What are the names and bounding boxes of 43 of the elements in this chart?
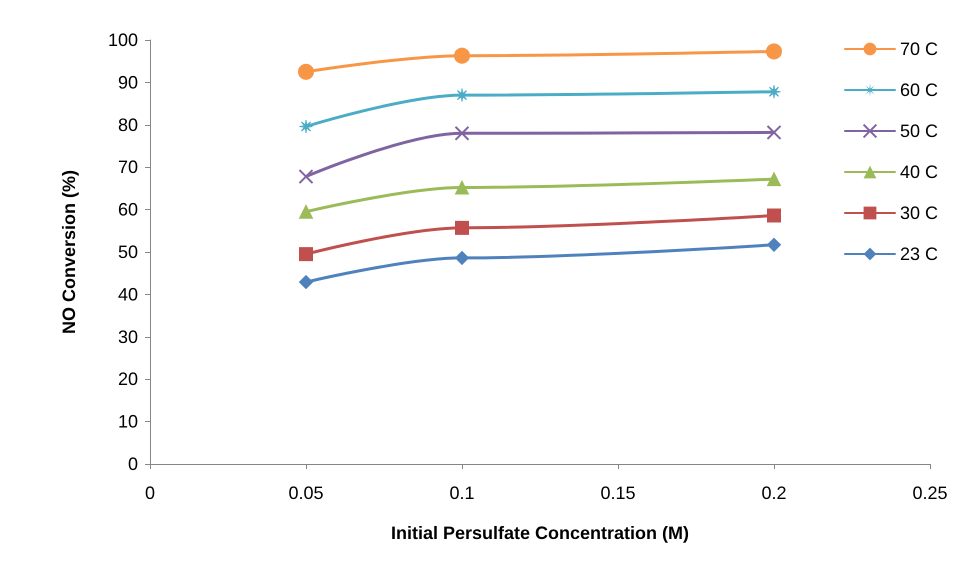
point bbox=[454, 126, 470, 141]
point bbox=[455, 180, 469, 195]
legend-label: 70 C bbox=[900, 39, 938, 59]
point bbox=[455, 250, 469, 265]
y-tick-label: 80 bbox=[118, 114, 138, 135]
y-tick-label: 40 bbox=[118, 284, 138, 304]
point bbox=[299, 119, 313, 134]
point bbox=[766, 43, 782, 60]
x-tick-label: 0.05 bbox=[288, 483, 324, 503]
legend-label: 60 C bbox=[900, 80, 938, 100]
x-axis-title: Initial Persulfate Concentration (M) bbox=[390, 523, 690, 543]
point bbox=[299, 204, 313, 219]
point bbox=[766, 124, 782, 140]
point bbox=[298, 169, 314, 184]
x-tick-label: 0.15 bbox=[600, 483, 636, 503]
point bbox=[767, 208, 781, 223]
y-tick-label: 70 bbox=[118, 157, 138, 178]
y-tick-label: 30 bbox=[118, 326, 138, 347]
legend-label: 23 C bbox=[900, 244, 938, 264]
point bbox=[767, 238, 781, 252]
y-tick-label: 50 bbox=[118, 242, 138, 262]
legend-label: 50 C bbox=[900, 121, 938, 141]
y-tick-label: 90 bbox=[118, 72, 138, 92]
x-tick-label: 0.25 bbox=[912, 483, 948, 503]
point bbox=[299, 275, 313, 290]
point bbox=[298, 64, 314, 80]
y-tick-label: 60 bbox=[118, 200, 138, 220]
point bbox=[767, 172, 781, 186]
legend-label: 40 C bbox=[900, 162, 938, 182]
point bbox=[454, 48, 470, 64]
x-tick-label: 0 bbox=[144, 483, 156, 503]
x-tick-label: 0.2 bbox=[761, 483, 787, 503]
y-tick-label: 10 bbox=[118, 412, 138, 432]
y-axis-title: NO Conversion (%) bbox=[59, 170, 79, 334]
x-tick-label: 0.1 bbox=[449, 483, 475, 503]
point bbox=[455, 88, 469, 102]
point bbox=[767, 84, 781, 99]
y-tick-label: 0 bbox=[128, 454, 138, 474]
point bbox=[455, 220, 469, 235]
y-tick-label: 20 bbox=[118, 369, 138, 390]
legend-label: 30 C bbox=[900, 203, 938, 223]
y-tick-label: 100 bbox=[108, 30, 138, 50]
point bbox=[299, 247, 313, 262]
